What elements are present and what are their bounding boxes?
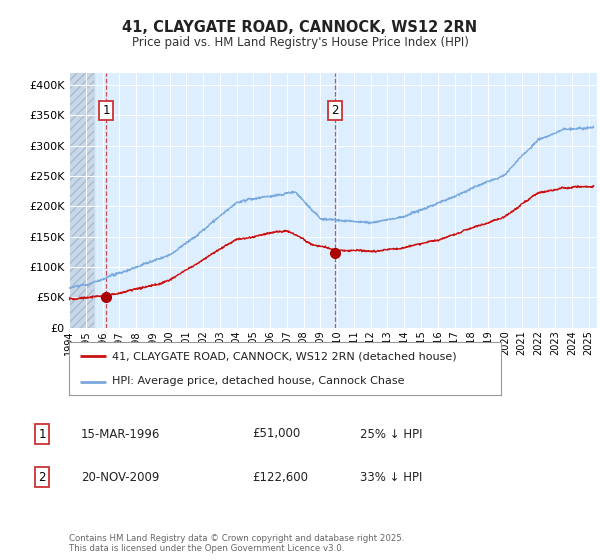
Text: 33% ↓ HPI: 33% ↓ HPI: [360, 470, 422, 484]
Text: HPI: Average price, detached house, Cannock Chase: HPI: Average price, detached house, Cann…: [112, 376, 404, 386]
Text: 1: 1: [38, 427, 46, 441]
Bar: [69, 73, 94, 328]
Text: 1: 1: [102, 104, 110, 117]
Text: 2: 2: [331, 104, 339, 117]
Text: Price paid vs. HM Land Registry's House Price Index (HPI): Price paid vs. HM Land Registry's House …: [131, 36, 469, 49]
Text: 15-MAR-1996: 15-MAR-1996: [81, 427, 160, 441]
Text: Contains HM Land Registry data © Crown copyright and database right 2025.
This d: Contains HM Land Registry data © Crown c…: [69, 534, 404, 553]
Bar: [69, 73, 94, 328]
Text: £51,000: £51,000: [252, 427, 300, 441]
Text: 2: 2: [38, 470, 46, 484]
Text: 20-NOV-2009: 20-NOV-2009: [81, 470, 160, 484]
Text: 41, CLAYGATE ROAD, CANNOCK, WS12 2RN: 41, CLAYGATE ROAD, CANNOCK, WS12 2RN: [122, 20, 478, 35]
Text: £122,600: £122,600: [252, 470, 308, 484]
Text: 41, CLAYGATE ROAD, CANNOCK, WS12 2RN (detached house): 41, CLAYGATE ROAD, CANNOCK, WS12 2RN (de…: [112, 352, 457, 362]
Text: 25% ↓ HPI: 25% ↓ HPI: [360, 427, 422, 441]
